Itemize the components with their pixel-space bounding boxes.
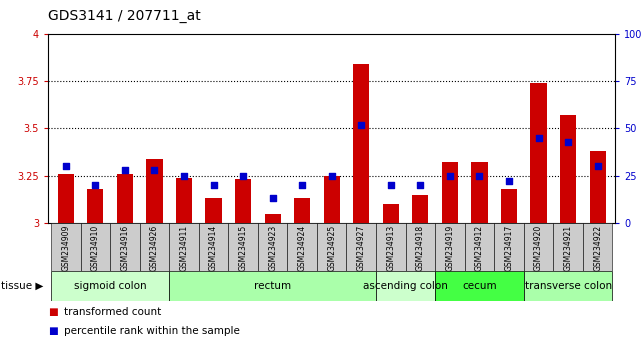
Bar	[524, 223, 553, 271]
Bar	[553, 223, 583, 271]
Bar	[590, 151, 606, 223]
Bar	[87, 189, 103, 223]
Text: GSM234916: GSM234916	[121, 224, 129, 271]
Text: GSM234915: GSM234915	[238, 224, 247, 271]
Text: GSM234925: GSM234925	[327, 224, 337, 271]
Point	[504, 178, 514, 184]
Bar	[117, 174, 133, 223]
Bar	[110, 223, 140, 271]
Point	[533, 135, 544, 141]
Point	[297, 182, 307, 188]
Bar	[583, 223, 612, 271]
Bar	[294, 198, 310, 223]
Bar	[287, 223, 317, 271]
Bar	[146, 159, 163, 223]
Bar	[524, 271, 612, 301]
Bar	[228, 223, 258, 271]
Bar	[235, 179, 251, 223]
Bar	[265, 213, 281, 223]
Bar	[376, 223, 406, 271]
Text: ■: ■	[48, 307, 58, 316]
Bar	[205, 198, 222, 223]
Point	[445, 173, 455, 178]
Point	[238, 173, 248, 178]
Text: GSM234926: GSM234926	[150, 224, 159, 271]
Text: GSM234914: GSM234914	[209, 224, 218, 271]
Text: GSM234913: GSM234913	[387, 224, 395, 271]
Text: ■: ■	[48, 326, 58, 336]
Bar	[442, 162, 458, 223]
Bar	[176, 178, 192, 223]
Text: GSM234922: GSM234922	[593, 224, 602, 270]
Text: GDS3141 / 207711_at: GDS3141 / 207711_at	[48, 9, 201, 23]
Text: GSM234924: GSM234924	[297, 224, 306, 271]
Text: GSM234911: GSM234911	[179, 224, 188, 270]
Bar	[317, 223, 347, 271]
Point	[149, 167, 160, 173]
Text: GSM234920: GSM234920	[534, 224, 543, 271]
Point	[592, 164, 603, 169]
Text: cecum: cecum	[462, 281, 497, 291]
Text: ascending colon: ascending colon	[363, 281, 448, 291]
Point	[61, 164, 71, 169]
Point	[326, 173, 337, 178]
Bar	[347, 223, 376, 271]
Text: percentile rank within the sample: percentile rank within the sample	[64, 326, 240, 336]
Text: GSM234923: GSM234923	[268, 224, 277, 271]
Text: transverse colon: transverse colon	[524, 281, 612, 291]
Text: GSM234927: GSM234927	[357, 224, 366, 271]
Point	[179, 173, 189, 178]
Bar	[435, 223, 465, 271]
Point	[208, 182, 219, 188]
Bar	[465, 223, 494, 271]
Point	[267, 195, 278, 201]
Text: GSM234917: GSM234917	[504, 224, 513, 271]
Bar	[376, 271, 435, 301]
Text: GSM234909: GSM234909	[62, 224, 71, 271]
Bar	[258, 223, 287, 271]
Text: rectum: rectum	[254, 281, 291, 291]
Bar	[471, 162, 488, 223]
Bar	[412, 195, 428, 223]
Bar	[530, 83, 547, 223]
Text: GSM234910: GSM234910	[91, 224, 100, 271]
Bar	[560, 115, 576, 223]
Point	[386, 182, 396, 188]
Text: GSM234921: GSM234921	[563, 224, 572, 270]
Bar	[51, 271, 169, 301]
Bar	[140, 223, 169, 271]
Text: transformed count: transformed count	[64, 307, 162, 316]
Bar	[494, 223, 524, 271]
Bar	[435, 271, 524, 301]
Point	[356, 122, 367, 127]
Point	[120, 167, 130, 173]
Text: GSM234912: GSM234912	[475, 224, 484, 270]
Point	[474, 173, 485, 178]
Bar	[199, 223, 228, 271]
Bar	[383, 204, 399, 223]
Bar	[81, 223, 110, 271]
Text: tissue ▶: tissue ▶	[1, 281, 43, 291]
Point	[415, 182, 426, 188]
Text: sigmoid colon: sigmoid colon	[74, 281, 146, 291]
Text: GSM234919: GSM234919	[445, 224, 454, 271]
Bar	[406, 223, 435, 271]
Point	[563, 139, 573, 144]
Point	[90, 182, 101, 188]
Text: GSM234918: GSM234918	[416, 224, 425, 270]
Bar	[324, 176, 340, 223]
Bar	[169, 271, 376, 301]
Bar	[169, 223, 199, 271]
Bar	[58, 174, 74, 223]
Bar	[353, 64, 369, 223]
Bar	[501, 189, 517, 223]
Bar	[51, 223, 81, 271]
